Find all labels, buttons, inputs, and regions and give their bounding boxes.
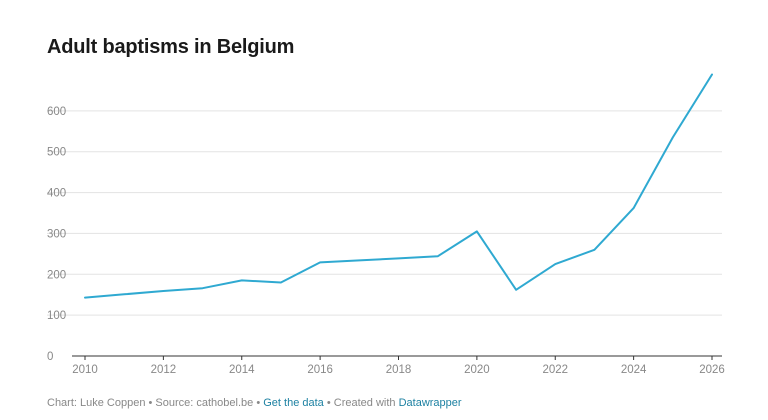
footer-separator: • xyxy=(145,397,156,409)
y-axis-tick-labels: 0 100 200 300 400 500 600 xyxy=(47,106,66,363)
y-tick-label: 100 xyxy=(47,310,66,322)
x-tick-label: 2012 xyxy=(151,364,177,376)
footer-separator: • xyxy=(253,397,264,409)
get-data-link[interactable]: Get the data xyxy=(263,397,324,409)
y-tick-label: 400 xyxy=(47,188,66,200)
series-line xyxy=(84,73,713,299)
datawrapper-link[interactable]: Datawrapper xyxy=(398,397,462,409)
x-tick-label: 2018 xyxy=(386,364,412,376)
footer-author: Chart: Luke Coppen xyxy=(47,397,146,409)
x-tick-label: 2014 xyxy=(229,364,255,376)
line-chart: 0 100 200 300 400 500 600 2010 2012 2014 2016 2018… xyxy=(47,73,725,376)
footer-created-with: Created with xyxy=(333,397,399,409)
y-tick-label: 500 xyxy=(47,147,66,159)
x-tick-label: 2016 xyxy=(307,364,333,376)
chart-title: Adult baptisms in Belgium xyxy=(47,36,295,58)
footer-source: Source: cathobel.be xyxy=(155,397,254,409)
y-tick-label: 200 xyxy=(47,269,66,281)
gridlines xyxy=(47,110,722,316)
x-tick-label: 2020 xyxy=(464,364,490,376)
x-tick-label: 2022 xyxy=(542,364,568,376)
x-tick-label: 2010 xyxy=(72,364,98,376)
y-tick-label: 0 xyxy=(47,351,53,363)
footer-separator: • xyxy=(323,397,334,409)
y-tick-label: 300 xyxy=(47,228,66,240)
x-axis-ticks: 2010 2012 2014 2016 2018 2020 2022 2024 2026 xyxy=(72,356,725,376)
y-tick-label: 600 xyxy=(47,106,66,118)
x-tick-label: 2024 xyxy=(621,364,647,376)
chart-footer: Chart: Luke Coppen • Source: cathobel.be… xyxy=(47,397,462,409)
x-tick-label: 2026 xyxy=(699,364,725,376)
